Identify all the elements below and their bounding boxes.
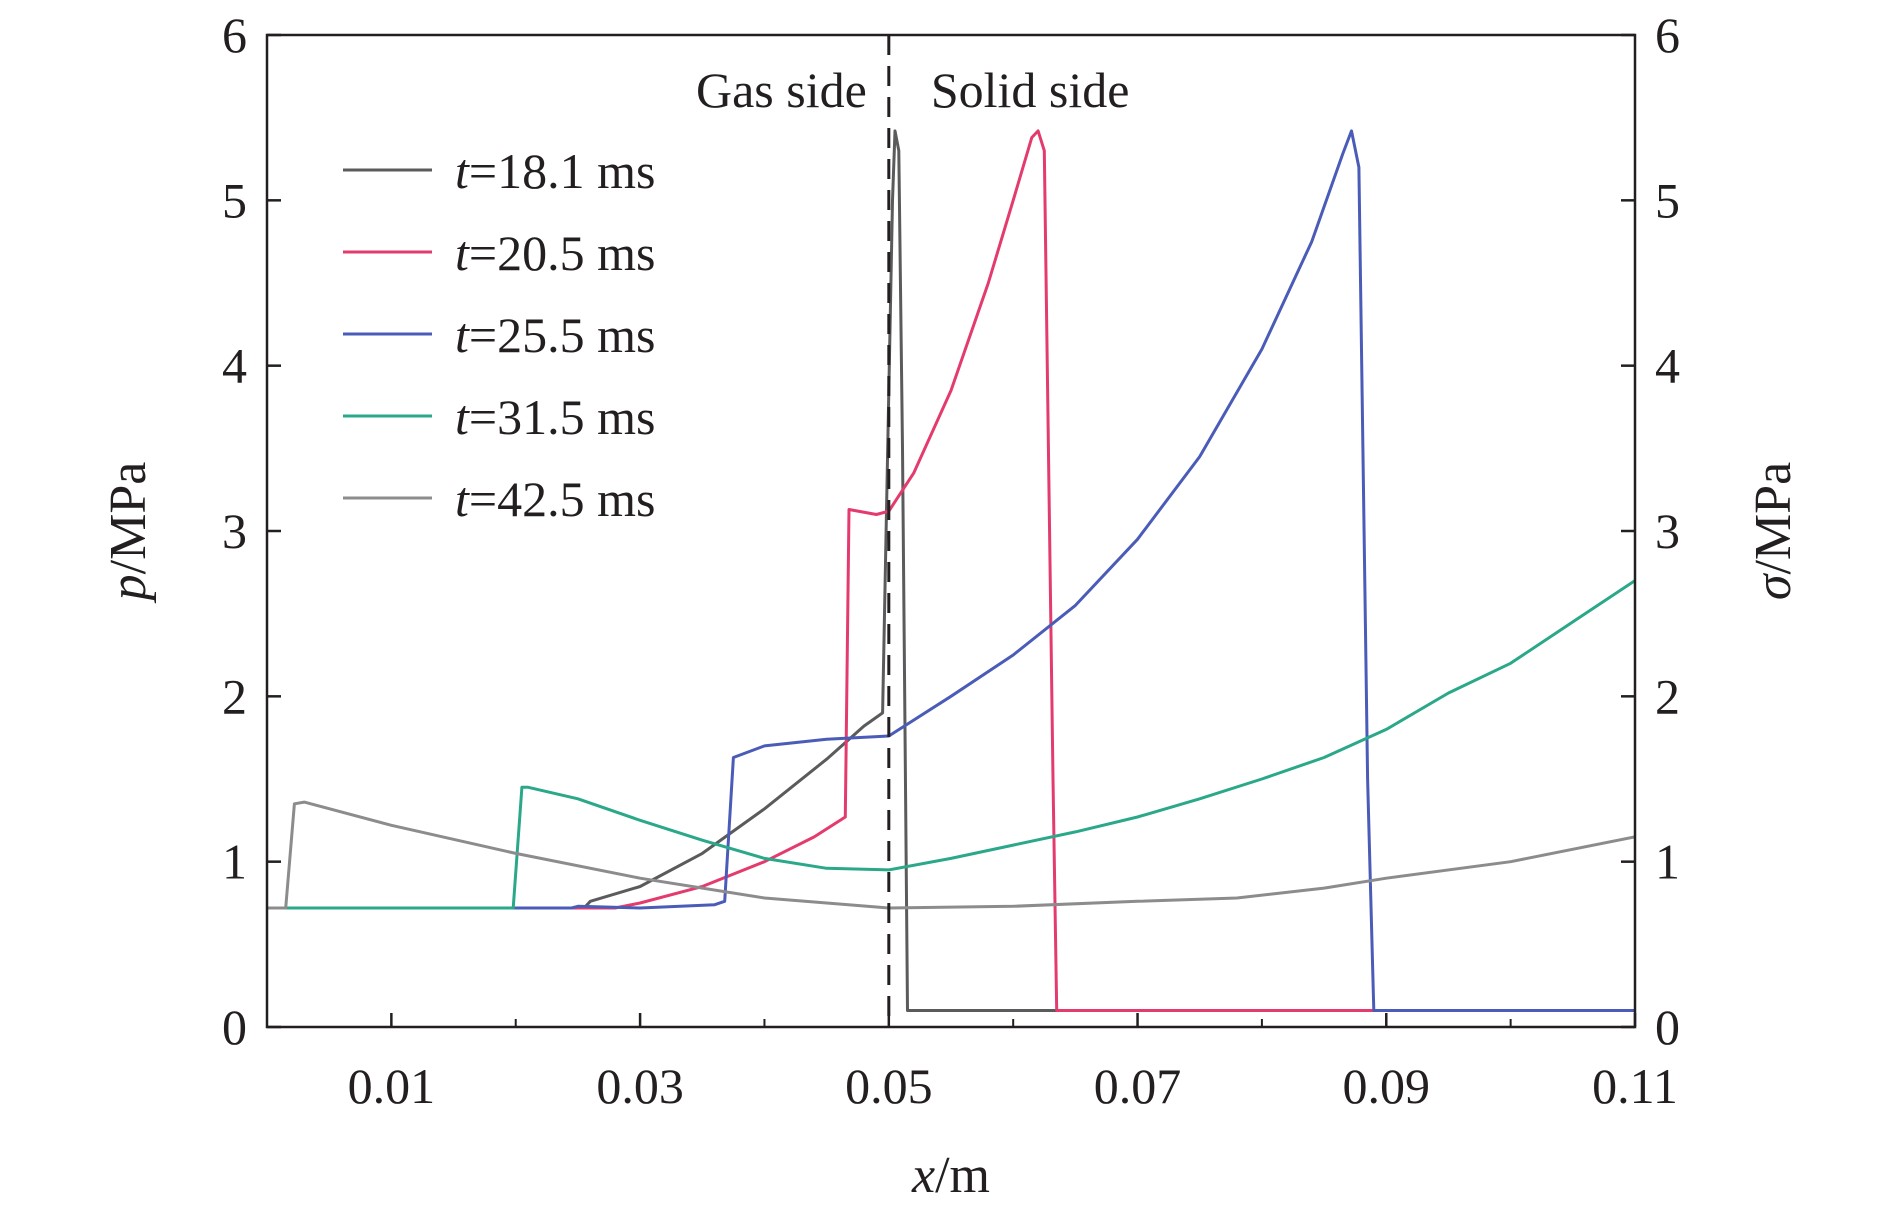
x-axis-ticks: 0.01 0.03 0.05 0.07 0.09 0.11 xyxy=(348,1013,1678,1114)
y-left-tick-label: 6 xyxy=(222,7,247,63)
x-tick-label: 0.09 xyxy=(1343,1058,1431,1114)
y-right-tick-label: 3 xyxy=(1655,503,1680,559)
y-left-tick-label: 4 xyxy=(222,338,247,394)
y-left-axis-ticks: 0 1 2 3 4 5 6 xyxy=(222,7,281,1055)
y-right-tick-label: 0 xyxy=(1655,999,1680,1055)
y-right-tick-label: 4 xyxy=(1655,338,1680,394)
legend-label-3: t=25.5 ms xyxy=(455,307,655,363)
series-line-3 xyxy=(267,129,1635,1012)
legend-label-1: t=18.1 ms xyxy=(455,143,655,199)
y-right-axis-title: σ/MPa xyxy=(1745,462,1802,600)
legend-label-4: t=31.5 ms xyxy=(455,389,655,445)
x-tick-label: 0.07 xyxy=(1094,1058,1182,1114)
series-line-5 xyxy=(267,800,1635,910)
y-right-tick-label: 1 xyxy=(1655,834,1680,890)
series-line-2 xyxy=(267,129,1635,1012)
y-right-tick-label: 5 xyxy=(1655,172,1680,228)
y-left-tick-label: 2 xyxy=(222,668,247,724)
x-tick-label: 0.11 xyxy=(1592,1058,1678,1114)
y-left-axis-title: p/MPa xyxy=(100,462,157,605)
y-right-tick-label: 6 xyxy=(1655,7,1680,63)
series-line-4 xyxy=(267,579,1635,910)
series-line-1 xyxy=(267,129,1635,1012)
series-layer xyxy=(267,129,1635,1012)
x-axis-title: x/m xyxy=(911,1147,990,1204)
y-left-tick-label: 0 xyxy=(222,999,247,1055)
x-tick-label: 0.01 xyxy=(348,1058,436,1114)
x-tick-label: 0.03 xyxy=(596,1058,684,1114)
gas-side-label: Gas side xyxy=(696,62,867,118)
y-left-tick-label: 3 xyxy=(222,503,247,559)
legend-label-2: t=20.5 ms xyxy=(455,225,655,281)
y-right-tick-label: 2 xyxy=(1655,668,1680,724)
legend: t=18.1 ms t=20.5 ms t=25.5 ms t=31.5 ms t=42… xyxy=(343,143,655,527)
solid-side-label: Solid side xyxy=(931,62,1130,118)
y-left-tick-label: 5 xyxy=(222,172,247,228)
x-tick-label: 0.05 xyxy=(845,1058,933,1114)
legend-label-5: t=42.5 ms xyxy=(455,471,655,527)
y-right-axis-ticks: 0 1 2 3 4 5 6 xyxy=(1621,7,1680,1055)
y-left-tick-label: 1 xyxy=(222,834,247,890)
